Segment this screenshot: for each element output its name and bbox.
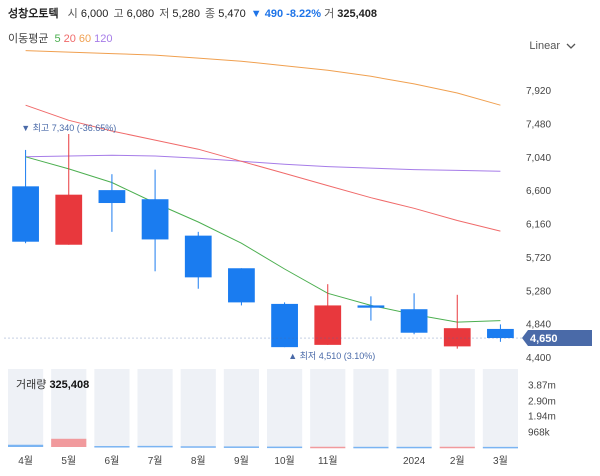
volume-bar <box>482 446 518 449</box>
close-value: 5,470 <box>218 8 246 20</box>
volume-bar <box>310 446 346 449</box>
x-tick-label: 10월 <box>274 455 294 467</box>
ma120-line <box>25 154 501 172</box>
volume-bar <box>223 446 259 448</box>
volume-label: 거 <box>324 8 335 20</box>
high-annotation: ▼ 최고 7,340 (-36.65%) <box>21 123 116 133</box>
candle-body <box>12 186 39 242</box>
volume-tick-label: 3.87m <box>528 381 556 392</box>
x-tick-label: 3월 <box>493 455 508 467</box>
ma-period-20: 20 <box>63 33 76 45</box>
x-tick-label: 4월 <box>18 455 33 467</box>
moving-average-label: 이동평균 <box>8 33 49 45</box>
candle-body <box>271 303 298 348</box>
x-tick-label: 2024 <box>403 456 426 467</box>
volume-panel-value: 325,408 <box>49 379 90 391</box>
close-label: 종 <box>205 8 216 20</box>
volume-bar <box>396 446 432 449</box>
price-info-bar: 성창오토텍 시 6,000 고 6,080 저 5,280 종 5,470 ▼ … <box>8 5 377 21</box>
volume-panel-label: 거래량 <box>16 379 47 391</box>
volume-column-bg <box>267 369 303 447</box>
y-tick-label: 7,040 <box>526 153 551 164</box>
current-price-label: 4,650 <box>530 333 558 345</box>
volume-column-bg <box>8 369 44 447</box>
open-value: 6,000 <box>80 8 109 20</box>
volume-column-bg <box>223 369 259 447</box>
moving-average-legend[interactable]: 이동평균 5 20 60 120 <box>8 30 119 46</box>
volume-bar <box>267 446 303 449</box>
y-tick-label: 4,840 <box>526 320 551 331</box>
x-tick-label: 8월 <box>191 455 206 467</box>
y-tick-label: 7,920 <box>526 86 551 97</box>
candle-body <box>184 235 212 278</box>
scale-dropdown[interactable]: Linear <box>529 40 576 52</box>
y-tick-label: 6,600 <box>526 186 551 197</box>
volume-tick-label: 2.90m <box>528 396 556 407</box>
volume-column-bg <box>137 369 173 447</box>
ma-period-60: 60 <box>78 33 92 45</box>
x-tick-label: 9월 <box>234 455 249 467</box>
volume-tick-label: 1.94m <box>528 412 556 423</box>
x-tick-label: 2월 <box>450 455 465 467</box>
volume-column-bg <box>94 369 130 447</box>
candle-body <box>314 305 342 345</box>
volume-bar <box>439 446 475 449</box>
volume-column-bg <box>180 369 216 447</box>
candle-body <box>487 328 514 339</box>
volume-bar <box>180 446 216 448</box>
candle-body <box>228 268 255 303</box>
low-annotation: ▲ 최저 4,510 (3.10%) <box>288 351 375 361</box>
y-tick-label: 4,400 <box>526 353 551 364</box>
candle-body <box>443 328 471 347</box>
ma-period-5: 5 <box>54 33 61 45</box>
volume-value: 325,408 <box>337 8 378 20</box>
volume-column-bg <box>439 369 475 447</box>
open-label: 시 <box>67 8 78 20</box>
change-indicator: ▼ 490 -8.22% <box>250 8 322 20</box>
volume-tick-label: 968k <box>528 427 551 438</box>
volume-panel-title: 거래량 325,408 <box>16 376 89 392</box>
volume-bar <box>353 446 389 449</box>
volume-bar <box>51 438 87 447</box>
y-tick-label: 5,280 <box>526 286 551 297</box>
candle-body <box>400 309 428 333</box>
x-tick-label: 6월 <box>105 455 120 467</box>
candle-body <box>141 199 169 240</box>
volume-bar <box>8 444 44 447</box>
ma-period-120: 120 <box>94 33 113 45</box>
y-tick-label: 6,160 <box>526 220 551 231</box>
volume-bar <box>137 445 173 448</box>
x-tick-label: 11월 <box>318 455 338 467</box>
current-price-tag <box>522 330 592 347</box>
ma5-line <box>25 156 501 323</box>
y-tick-label: 5,720 <box>526 253 551 264</box>
high-value: 6,080 <box>126 8 155 20</box>
ma20-line <box>25 104 501 232</box>
moving-average-periods: 5 20 60 120 <box>55 33 116 45</box>
stock-name: 성창오토텍 <box>8 8 59 20</box>
scale-label: Linear <box>529 40 560 52</box>
volume-bar <box>94 446 130 448</box>
chevron-down-icon <box>566 43 576 49</box>
volume-column-bg <box>51 369 87 447</box>
high-label: 고 <box>113 8 124 20</box>
x-tick-label: 5월 <box>61 455 76 467</box>
x-tick-label: 7월 <box>148 455 163 467</box>
low-label: 저 <box>159 8 170 20</box>
volume-column-bg <box>482 369 518 447</box>
candle-body <box>55 194 83 245</box>
candle-body <box>98 190 126 204</box>
volume-column-bg <box>396 369 432 447</box>
y-tick-label: 7,480 <box>526 119 551 130</box>
candle-body <box>357 305 385 308</box>
volume-column-bg <box>310 369 346 447</box>
volume-column-bg <box>353 369 389 447</box>
low-value: 5,280 <box>172 8 200 20</box>
ma60-line <box>25 50 501 106</box>
